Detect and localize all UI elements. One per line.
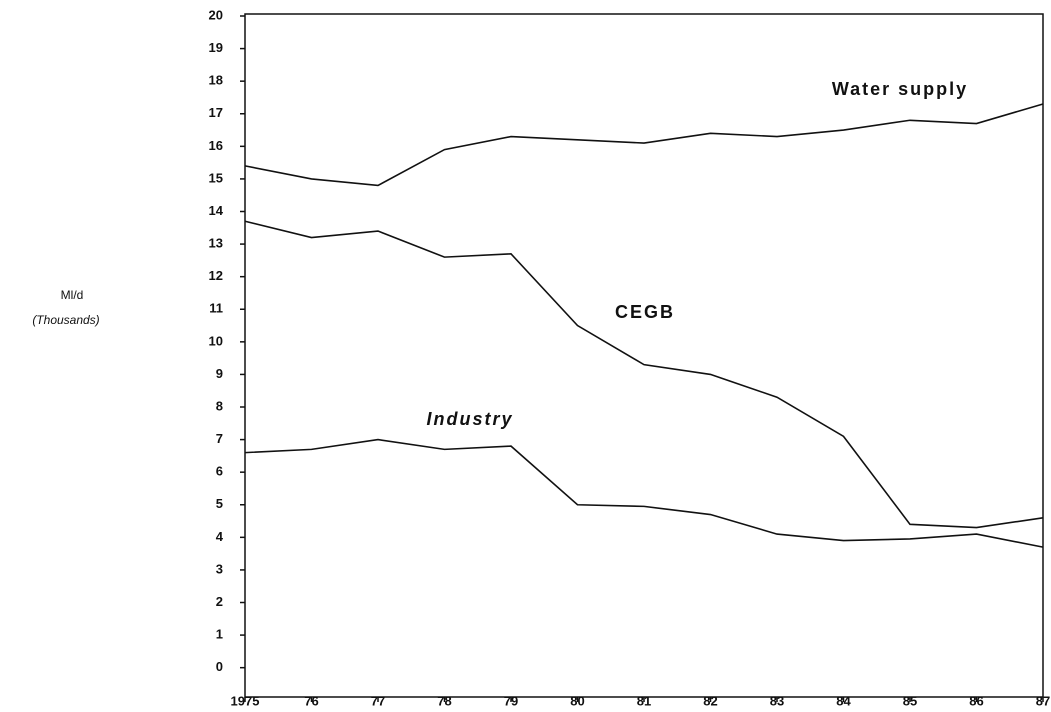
y-tick-label: 20: [209, 7, 223, 22]
x-tick-label: 83: [770, 693, 784, 708]
x-tick-label: 1975: [231, 693, 260, 708]
x-tick-label: 77: [371, 693, 385, 708]
y-tick-label: 16: [209, 138, 223, 153]
y-tick-label: 17: [209, 105, 223, 120]
x-tick-label: 85: [903, 693, 917, 708]
x-tick-label: 87: [1036, 693, 1050, 708]
y-tick-label: 7: [216, 431, 223, 446]
y-axis-label: (Thousands): [32, 313, 99, 327]
y-tick-label: 14: [209, 203, 224, 218]
x-tick-label: 76: [304, 693, 318, 708]
y-tick-label: 4: [216, 529, 224, 544]
x-tick-label: 79: [504, 693, 518, 708]
x-tick-label: 80: [570, 693, 584, 708]
y-tick-label: 6: [216, 464, 223, 479]
series-label: Industry: [426, 409, 513, 429]
x-tick-label: 84: [836, 693, 851, 708]
y-tick-label: 18: [209, 73, 223, 88]
y-tick-label: 2: [216, 594, 223, 609]
y-axis-label: Ml/d: [61, 288, 84, 302]
x-tick-label: 86: [969, 693, 983, 708]
y-tick-label: 0: [216, 659, 223, 674]
y-tick-label: 10: [209, 333, 223, 348]
x-tick-label: 81: [637, 693, 651, 708]
y-tick-label: 8: [216, 398, 223, 413]
y-tick-label: 15: [209, 170, 223, 185]
series-label: Water supply: [832, 79, 968, 99]
y-tick-label: 13: [209, 236, 223, 251]
y-tick-label: 1: [216, 627, 223, 642]
series-line: [244, 103, 1044, 187]
y-tick-label: 5: [216, 496, 223, 511]
series-label: CEGB: [615, 302, 675, 322]
y-tick-label: 19: [209, 40, 223, 55]
x-tick-label: 82: [703, 693, 717, 708]
y-tick-label: 3: [216, 561, 223, 576]
plot-frame: [244, 13, 1044, 698]
y-tick-label: 11: [209, 301, 223, 316]
x-tick-label: 78: [437, 693, 451, 708]
series-line: [244, 438, 1044, 548]
y-tick-label: 9: [216, 366, 223, 381]
y-tick-label: 12: [209, 268, 223, 283]
series-line: [244, 220, 1044, 529]
